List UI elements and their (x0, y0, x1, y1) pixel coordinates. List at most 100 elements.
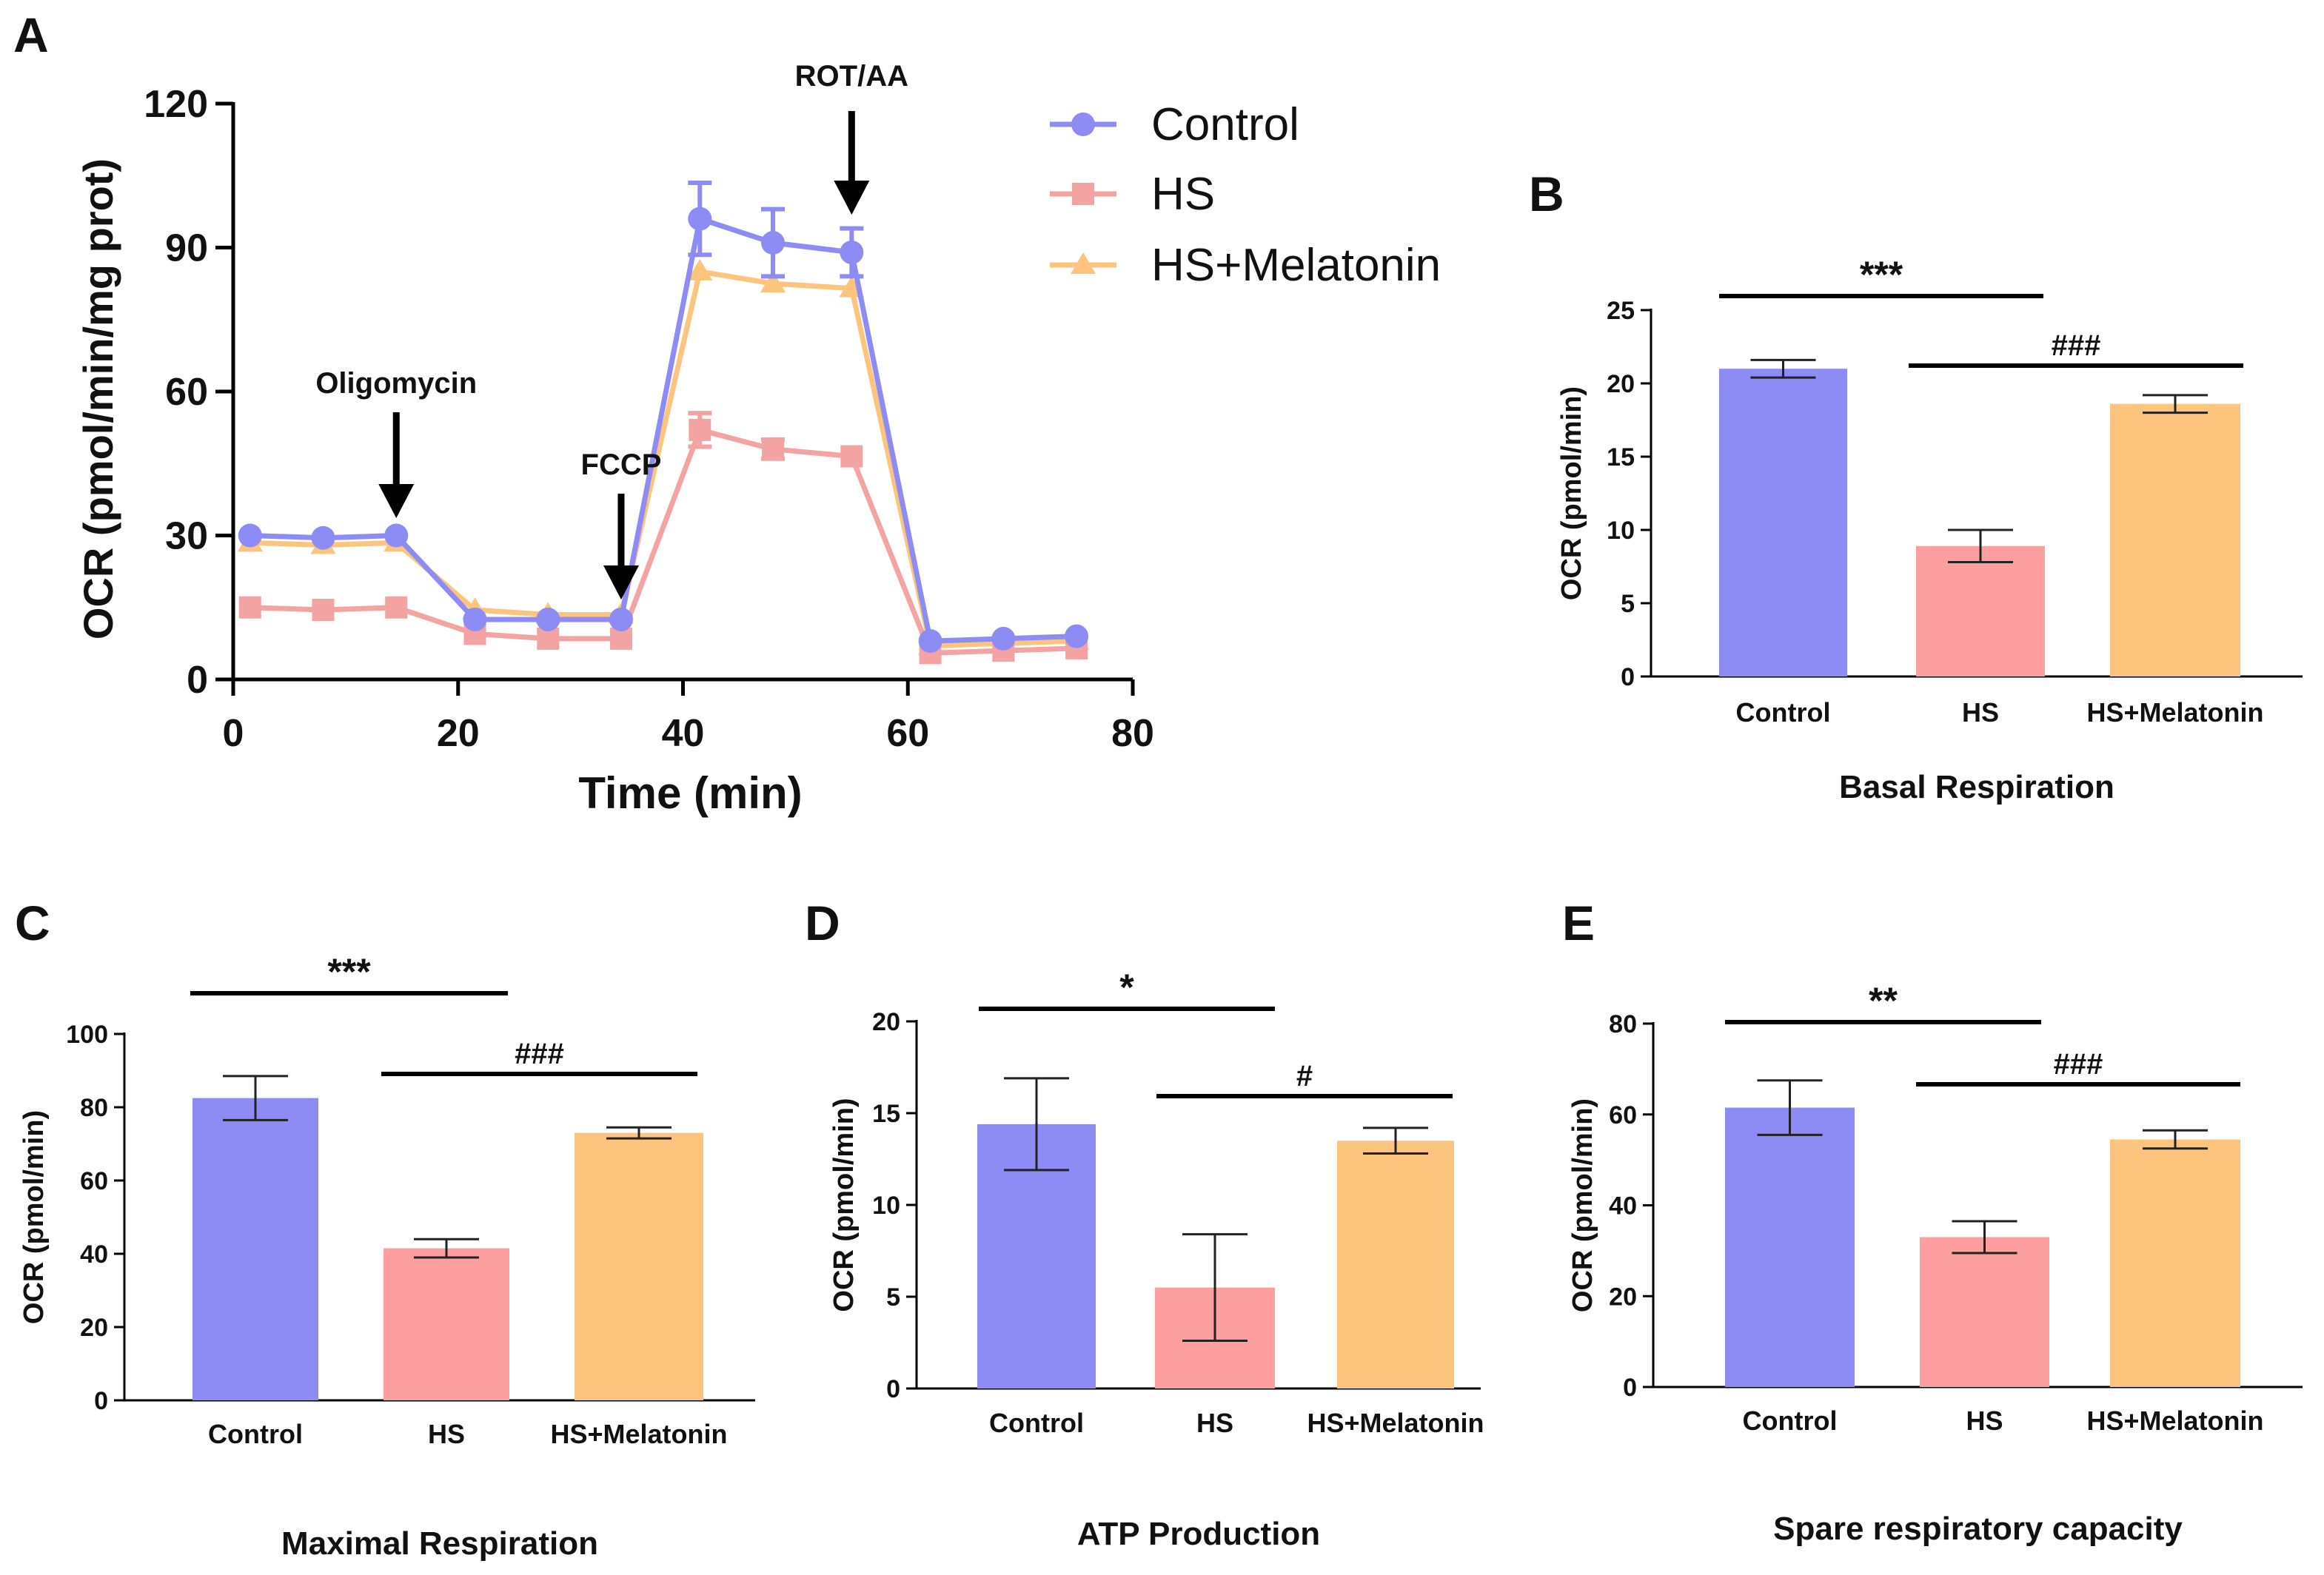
y-tick-label: 0 (1623, 1374, 1637, 1402)
category-label: Control (1736, 697, 1831, 728)
y-tick-label: 15 (872, 1100, 900, 1128)
data-point (311, 525, 335, 550)
legend: Control HS HS+Melatonin (1050, 99, 1441, 291)
chart-title: Maximal Respiration (281, 1525, 598, 1562)
data-point (609, 607, 633, 631)
y-tick-label: 0 (94, 1387, 108, 1415)
y-tick-label: 40 (80, 1240, 108, 1269)
category-label: HS+Melatonin (1307, 1408, 1484, 1438)
series-line (250, 269, 1077, 649)
significance-label: *** (327, 951, 371, 993)
y-tick-label: 100 (66, 1021, 108, 1049)
y-tick-label: 30 (165, 515, 208, 558)
data-point (238, 523, 262, 548)
y-tick-label: 0 (886, 1375, 900, 1403)
legend-marker (1072, 183, 1094, 205)
series-hs-melatonin (237, 258, 1090, 655)
y-axis-title: OCR (pmol/min) (1556, 386, 1587, 600)
annotation-label: ROT/AA (795, 60, 908, 93)
y-tick-label: 5 (1621, 590, 1635, 618)
series-line (250, 216, 1077, 644)
significance-label: * (1119, 967, 1134, 1008)
x-tick-label: 40 (662, 712, 705, 755)
bar-hs-melatonin (1337, 1141, 1454, 1388)
data-point (384, 523, 409, 548)
data-point (918, 629, 942, 654)
bar-hs-melatonin (2110, 403, 2240, 676)
category-label: Control (208, 1419, 303, 1449)
x-tick-label: 80 (1111, 712, 1154, 755)
y-tick-label: 80 (80, 1094, 108, 1122)
legend-label: Control (1151, 99, 1299, 150)
annotation-rot-aa: ROT/AA (795, 60, 908, 215)
legend-marker (1071, 113, 1095, 136)
significance-label: ### (2054, 1048, 2103, 1081)
y-tick-label: 60 (1609, 1101, 1637, 1129)
legend-marker (1071, 252, 1096, 274)
y-tick-label: 0 (1621, 663, 1635, 691)
bar-control (192, 1098, 318, 1400)
y-tick-label: 20 (80, 1314, 108, 1342)
series-line (250, 427, 1077, 656)
bar-hs (1916, 545, 2045, 676)
bar-hs (384, 1248, 509, 1400)
data-point (689, 418, 711, 441)
data-point (991, 626, 1016, 651)
category-label: Control (989, 1408, 1084, 1438)
y-tick-label: 90 (165, 227, 208, 270)
y-tick-label: 40 (1609, 1192, 1637, 1220)
x-tick-label: 60 (886, 712, 929, 755)
category-label: HS (428, 1419, 465, 1449)
data-point (840, 240, 864, 264)
data-point (463, 607, 487, 631)
y-tick-label: 60 (80, 1167, 108, 1195)
panel-e-bar-chart: E 0 20 40 60 80 OCR (pmol/min) Control HS HS+Mela… (1562, 896, 2303, 1547)
data-point (536, 607, 560, 631)
y-tick-label: 60 (165, 371, 208, 414)
series-control (238, 180, 1089, 654)
data-point (312, 598, 335, 621)
category-label: HS (1962, 697, 1999, 728)
y-tick-label: 20 (872, 1008, 900, 1036)
annotation-arrowhead (603, 565, 639, 600)
data-point (1065, 624, 1089, 648)
legend-label: HS+Melatonin (1151, 240, 1441, 291)
y-tick-label: 10 (872, 1192, 900, 1220)
data-point (687, 258, 713, 281)
bar-hs-melatonin (2110, 1139, 2240, 1387)
significance-label: ** (1869, 980, 1898, 1021)
category-label: HS+Melatonin (550, 1419, 727, 1449)
data-point (760, 271, 786, 293)
data-point (238, 596, 261, 619)
panel-label-e: E (1562, 896, 1595, 950)
category-label: HS (1196, 1408, 1233, 1438)
y-tick-label: 20 (1607, 370, 1635, 398)
category-label: HS+Melatonin (2086, 1406, 2263, 1436)
category-label: Control (1743, 1406, 1838, 1436)
y-tick-label: 10 (1607, 517, 1635, 545)
bar-control (1725, 1107, 1855, 1387)
annotation-oligomycin: Oligomycin (315, 367, 477, 518)
annotation-fccp: FCCP (581, 449, 661, 600)
significance-label: ### (515, 1038, 564, 1070)
y-tick-label: 5 (886, 1283, 900, 1312)
data-point (762, 437, 784, 460)
y-tick-label: 15 (1607, 443, 1635, 471)
chart-title: ATP Production (1077, 1516, 1320, 1552)
y-tick-label: 80 (1609, 1010, 1637, 1038)
significance-label: # (1296, 1060, 1313, 1092)
chart-title: Basal Respiration (1839, 769, 2114, 805)
bar-hs-melatonin (575, 1132, 703, 1400)
y-tick-label: 25 (1607, 297, 1635, 325)
data-point (761, 231, 785, 255)
bar-control (1719, 369, 1847, 676)
y-tick-label: 20 (1609, 1283, 1637, 1311)
panel-c-bar-chart: C 0 20 40 60 80 100 OCR (pmol/min) Control HS HS+M… (15, 896, 755, 1562)
legend-label: HS (1151, 169, 1215, 220)
y-tick-label: 120 (144, 83, 208, 126)
panel-a-line-chart: A 0 30 60 90 120 0 20 40 60 80 Time (min) OCR (pmol/… (13, 7, 1441, 818)
y-axis-title: OCR (pmol/min) (19, 1110, 50, 1324)
data-point (840, 445, 863, 468)
y-axis-title: OCR (pmol/min) (1567, 1098, 1598, 1312)
category-label: HS+Melatonin (2086, 697, 2263, 728)
